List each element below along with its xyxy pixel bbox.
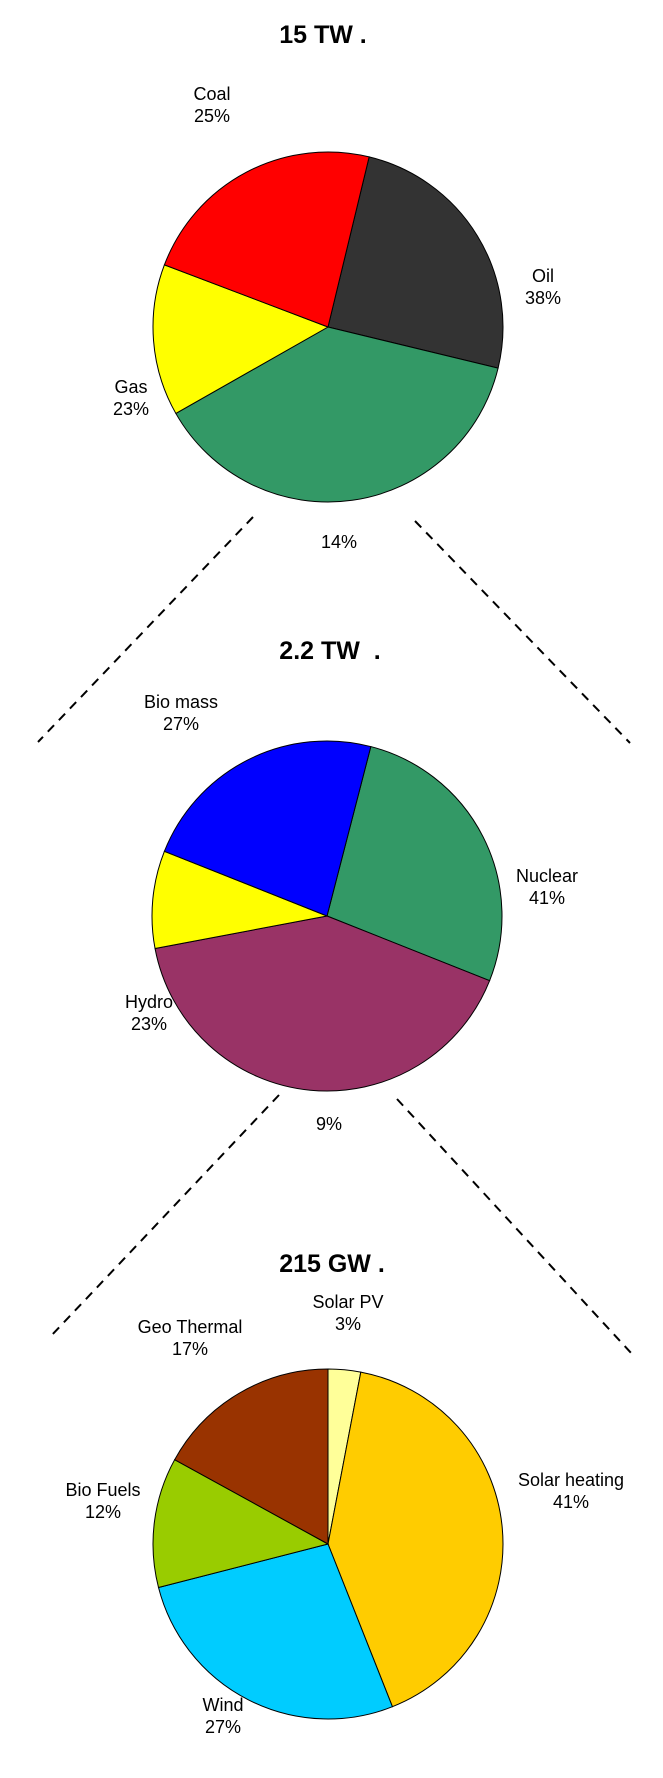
pie-1-label-unlabeled: 14%: [321, 532, 357, 552]
pie-2-label-unlabeled: 9%: [316, 1114, 342, 1134]
slice-name-label: Nuclear: [516, 866, 578, 886]
slice-name-label: Oil: [532, 266, 554, 286]
pie-3-label-solar-heating: Solar heating 41%: [518, 1470, 624, 1512]
slice-percent-label: 3%: [335, 1314, 361, 1334]
slice-percent-label: 38%: [525, 288, 561, 308]
pie-2-label-bio-mass: Bio mass 27%: [144, 692, 218, 734]
pie-3-label-bio-fuels: Bio Fuels 12%: [65, 1480, 140, 1522]
connector-line-right-bottom: [396, 1098, 633, 1355]
pie-chart-2: 2.2 TW . Bio mass 27% Nuclear 41% 9% Hydro 23%: [125, 637, 578, 1134]
slice-name-label: Gas: [114, 377, 147, 397]
slice-name-label: Wind: [202, 1695, 243, 1715]
pie-2-slice-hydro: [163, 740, 372, 917]
slice-percent-label: 27%: [163, 714, 199, 734]
slice-percent-label: 41%: [553, 1492, 589, 1512]
slice-percent-label: 23%: [113, 399, 149, 419]
slice-name-label: Bio mass: [144, 692, 218, 712]
slice-percent-label: 23%: [131, 1014, 167, 1034]
pie-2-label-nuclear: Nuclear 41%: [516, 866, 578, 908]
pie-chart-3-title: 215 GW .: [279, 1250, 385, 1278]
pie-1-label-gas: Gas 23%: [113, 377, 149, 419]
slice-percent-label: 12%: [85, 1502, 121, 1522]
slice-name-label: Coal: [193, 84, 230, 104]
slice-percent-label: 17%: [172, 1339, 208, 1359]
pie-2-slice-nuclear: [154, 915, 491, 1092]
slice-name-label: Solar PV: [312, 1292, 383, 1312]
slice-percent-label: 41%: [529, 888, 565, 908]
pie-2-slice-unlabeled: [151, 850, 329, 950]
pie-3-slice-geo-thermal: [173, 1368, 329, 1545]
slice-name-label: Geo Thermal: [138, 1317, 243, 1337]
pie-1-slice-coal: [327, 156, 504, 369]
pie-chart-1-title: 15 TW .: [279, 21, 367, 49]
pie-1-label-coal: Coal 25%: [193, 84, 230, 126]
pie-chart-2-title: 2.2 TW .: [279, 637, 380, 665]
slice-name-label: Hydro: [125, 992, 173, 1012]
connector-line-left-top: [37, 516, 254, 743]
pie-1-slice-unlabeled: [152, 264, 330, 415]
pie-3-label-geo-thermal: Geo Thermal 17%: [138, 1317, 243, 1359]
pie-1-slice-gas: [163, 151, 370, 328]
pie-3-slice-wind: [157, 1543, 394, 1720]
connector-line-right-top: [414, 520, 631, 744]
slice-percent-label: 25%: [194, 106, 230, 126]
pie-2-slice-bio-mass: [326, 745, 503, 982]
slice-percent-label: 27%: [205, 1717, 241, 1737]
pie-chart-1: 15 TW . Coal 25% Oil 38% 14% Gas 23%: [113, 21, 561, 552]
slice-percent-label: 14%: [321, 532, 357, 552]
pie-chart-3: 215 GW . Solar PV 3% Solar heating 41% Wind 27…: [65, 1250, 624, 1737]
slice-name-label: Solar heating: [518, 1470, 624, 1490]
pie-1-slice-oil: [175, 326, 499, 503]
pie-3-label-wind: Wind 27%: [202, 1695, 243, 1737]
pie-1-label-oil: Oil 38%: [525, 266, 561, 308]
pie-2-label-hydro: Hydro 23%: [125, 992, 173, 1034]
pie-3-label-solar-pv: Solar PV 3%: [312, 1292, 383, 1334]
slice-name-label: Bio Fuels: [65, 1480, 140, 1500]
pie-3-slice-solar-heating: [327, 1371, 504, 1708]
slice-percent-label: 9%: [316, 1114, 342, 1134]
pie-3-slice-bio-fuels: [152, 1459, 330, 1589]
connector-line-left-bottom: [50, 1094, 280, 1337]
